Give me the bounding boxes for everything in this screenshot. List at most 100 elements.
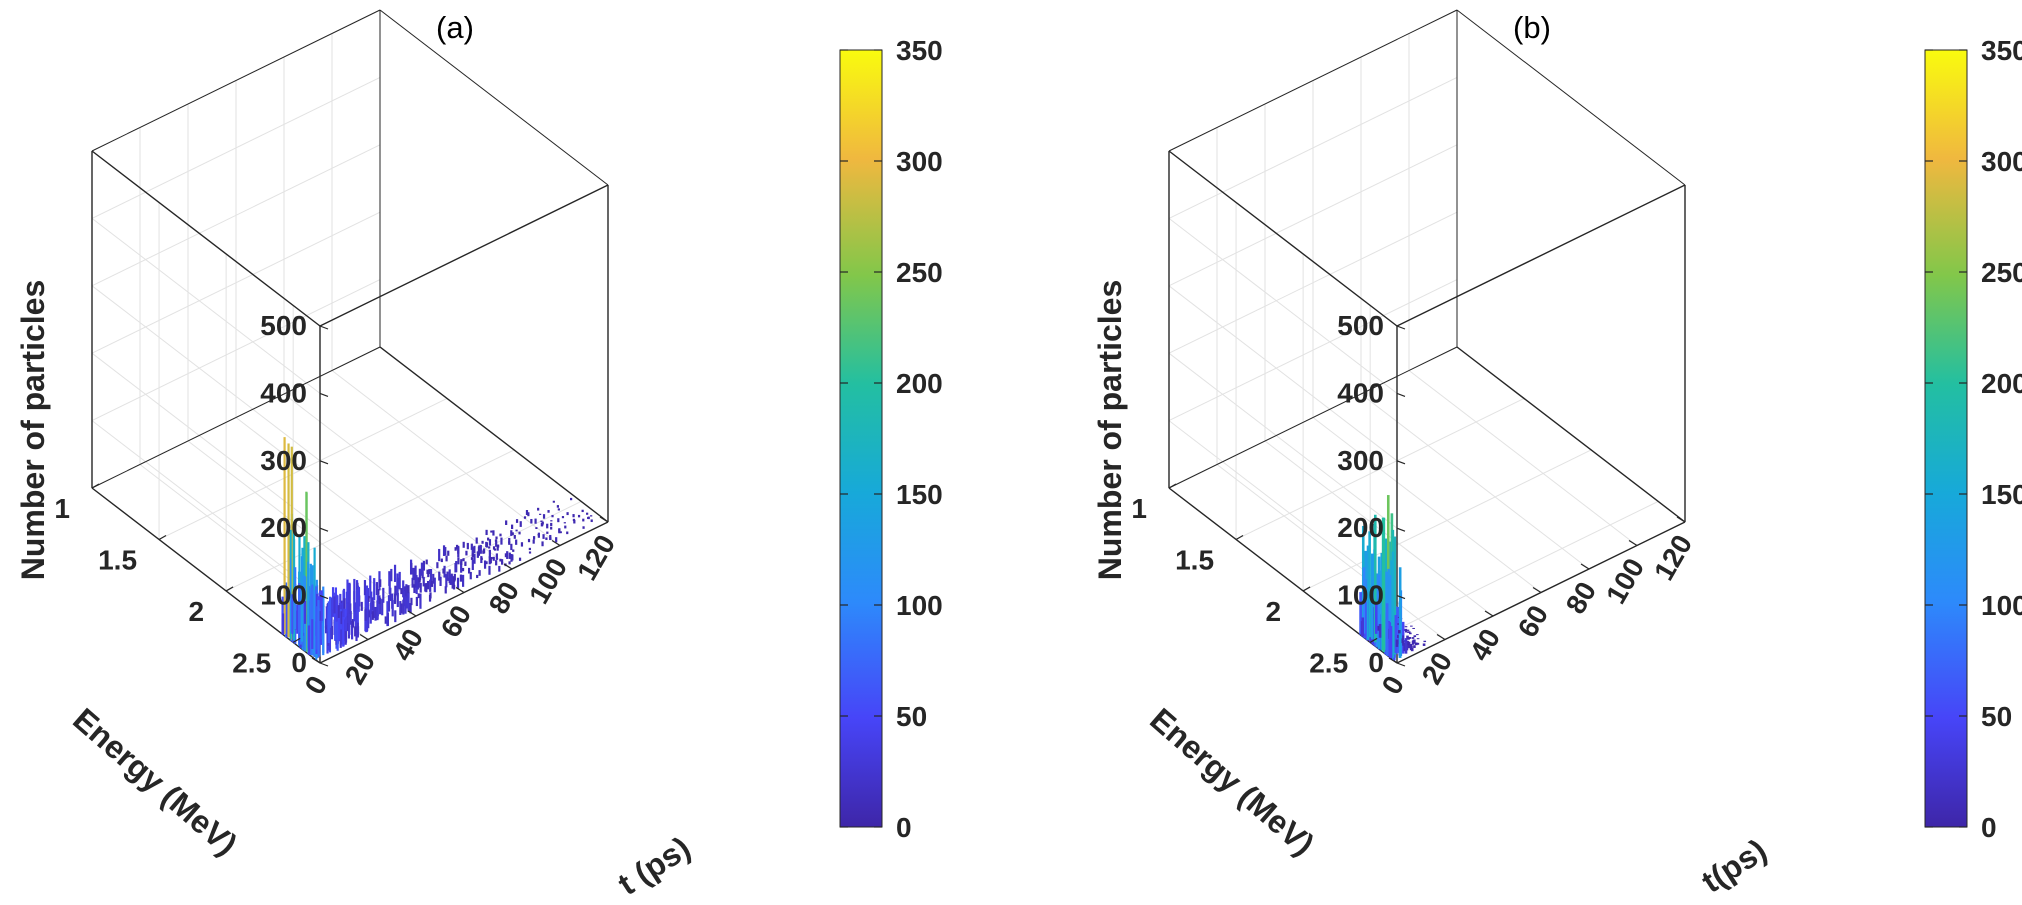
grid-line — [1312, 417, 1542, 593]
bar — [287, 443, 290, 638]
bar — [1416, 634, 1419, 636]
bar — [467, 567, 471, 574]
z-tick-label: 400 — [1337, 377, 1384, 408]
bar — [508, 561, 511, 565]
bar — [1410, 645, 1413, 649]
panel-b-bars — [1359, 495, 1427, 661]
bar — [315, 606, 319, 650]
x-tick-mark — [1676, 516, 1686, 523]
bar — [426, 581, 430, 590]
bar — [557, 518, 560, 523]
bar — [363, 580, 367, 596]
bar — [342, 612, 345, 646]
axis-edge — [1396, 184, 1686, 327]
bar — [479, 545, 482, 554]
bar — [302, 575, 306, 651]
bar — [1398, 567, 1402, 658]
bar — [327, 601, 330, 643]
bar — [473, 553, 476, 564]
axis-edge — [91, 346, 381, 489]
bar — [590, 519, 593, 523]
bar — [475, 537, 478, 544]
bar — [292, 527, 295, 640]
bar — [492, 546, 496, 550]
bar — [473, 545, 476, 554]
bar — [489, 558, 492, 564]
bar — [535, 527, 538, 529]
bar — [415, 574, 418, 588]
bar — [1403, 640, 1406, 643]
colorbar-tick-label: 100 — [1981, 590, 2022, 621]
bar — [512, 549, 515, 552]
bar — [495, 560, 498, 566]
bar — [532, 536, 536, 540]
y-tick-label: 1.5 — [1175, 544, 1214, 575]
bar — [339, 629, 342, 648]
bar — [532, 539, 535, 544]
bar — [510, 543, 513, 551]
bar — [523, 516, 527, 519]
bar — [438, 548, 441, 562]
bar — [513, 535, 516, 539]
bar — [528, 547, 531, 551]
bar — [485, 561, 488, 565]
bar — [353, 578, 356, 600]
bar — [354, 626, 357, 637]
bar — [1413, 639, 1416, 644]
grid-line — [91, 218, 321, 394]
bar — [389, 587, 392, 602]
bar — [478, 570, 481, 576]
bar — [414, 565, 417, 578]
bar — [402, 580, 405, 598]
bar — [412, 567, 415, 581]
bar — [307, 561, 310, 649]
bar — [1401, 635, 1404, 640]
colorbar-tick-label: 300 — [896, 146, 943, 177]
bar — [402, 599, 405, 615]
z-tick-label: 200 — [260, 512, 307, 543]
bar — [393, 593, 397, 604]
grid-line — [1168, 218, 1398, 394]
z-tick-label: 0 — [291, 647, 307, 678]
z-tick-label: 0 — [1368, 647, 1384, 678]
grid-line — [1302, 449, 1592, 592]
bar — [439, 576, 442, 586]
bar — [381, 599, 384, 616]
bar — [455, 544, 459, 550]
colorbar-tick-label: 200 — [1981, 368, 2022, 399]
bar — [311, 584, 314, 640]
bar — [300, 556, 304, 642]
bar — [444, 586, 447, 594]
bar — [520, 542, 524, 547]
bar — [1407, 631, 1411, 633]
x-tick-mark — [455, 586, 465, 594]
bar — [555, 537, 558, 543]
bar — [429, 592, 432, 599]
x-tick-mark — [1628, 539, 1638, 547]
bar — [499, 558, 502, 562]
axis-edge — [379, 9, 609, 186]
bar — [488, 539, 492, 546]
bar — [1395, 634, 1399, 639]
bar — [1409, 643, 1413, 647]
bar — [496, 544, 499, 551]
bar — [499, 533, 502, 537]
grid-line — [91, 420, 321, 596]
y-tick-mark — [1369, 637, 1378, 643]
x-tick-mark — [1580, 563, 1590, 570]
bar — [483, 560, 487, 569]
bar — [539, 513, 542, 515]
bar — [422, 560, 426, 571]
bar — [480, 557, 483, 560]
bar — [478, 545, 481, 552]
bar — [488, 546, 491, 549]
axis-edge — [1168, 9, 1458, 152]
bar — [291, 594, 294, 634]
bar — [305, 491, 308, 651]
x-tick-mark — [1484, 610, 1494, 617]
bar — [417, 593, 420, 599]
bar — [394, 610, 397, 623]
bar — [541, 541, 544, 547]
